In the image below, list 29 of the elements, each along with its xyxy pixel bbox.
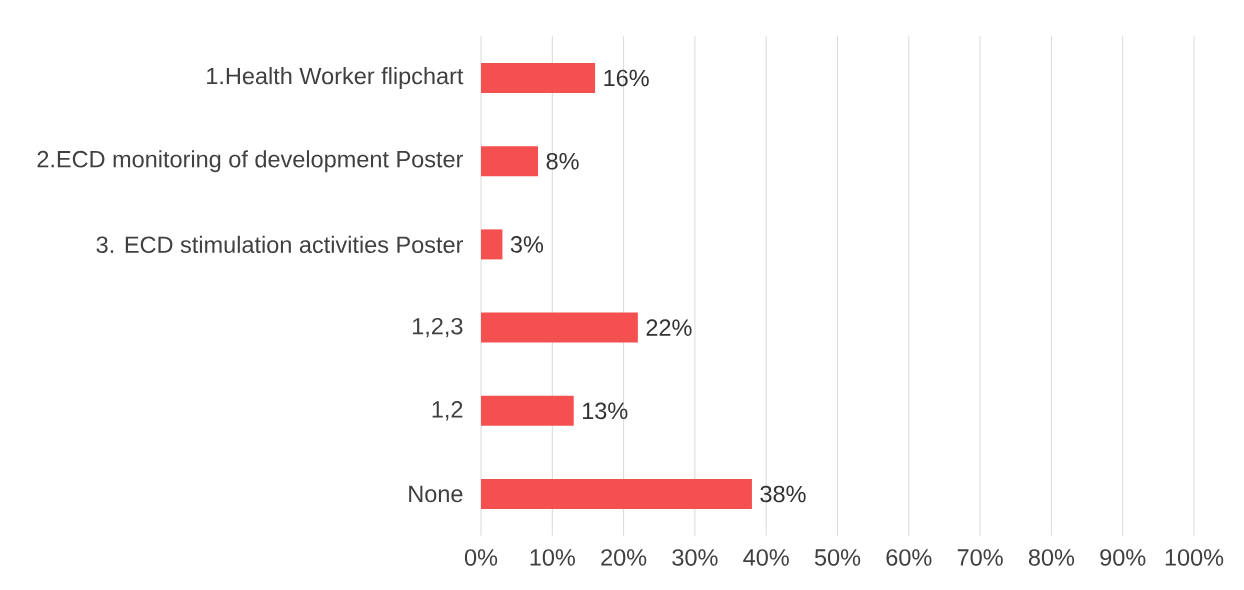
- x-tick-label: 0%: [464, 549, 498, 566]
- data-label: 13%: [583, 402, 628, 420]
- y-tick-label: 3. ECD stimulation activities Poster: [96, 235, 464, 254]
- data-label: 8%: [546, 152, 579, 170]
- y-tick-label: 1,2: [432, 401, 463, 421]
- bar: [481, 395, 574, 426]
- x-tick-label: 30%: [672, 549, 718, 566]
- x-tick-label: 90%: [1100, 549, 1146, 566]
- bar: [481, 312, 638, 343]
- y-tick-label: 1,2,3: [413, 317, 463, 338]
- x-tick-label: 20%: [601, 549, 647, 566]
- data-label: 3%: [510, 236, 544, 253]
- data-label: 38%: [760, 485, 806, 503]
- x-tick-label: 80%: [1028, 549, 1075, 566]
- x-tick-label: 70%: [957, 549, 1003, 566]
- bar: [481, 229, 503, 260]
- y-tick-label: 2.ECD monitoring of development Poster: [37, 150, 464, 173]
- x-tick-label: 50%: [814, 549, 861, 566]
- x-tick-label: 60%: [886, 549, 932, 566]
- x-tick-label: 10%: [530, 549, 575, 566]
- y-tick-label: 1.Health Worker flipchart: [207, 67, 464, 89]
- x-tick-label: 40%: [743, 549, 789, 566]
- data-label: 16%: [604, 69, 649, 87]
- bar: [481, 479, 752, 509]
- x-tick-label: 100%: [1165, 549, 1224, 566]
- y-tick-label: None: [409, 485, 463, 503]
- bar: [481, 63, 596, 93]
- bar: [481, 146, 539, 177]
- data-label: 22%: [646, 319, 692, 336]
